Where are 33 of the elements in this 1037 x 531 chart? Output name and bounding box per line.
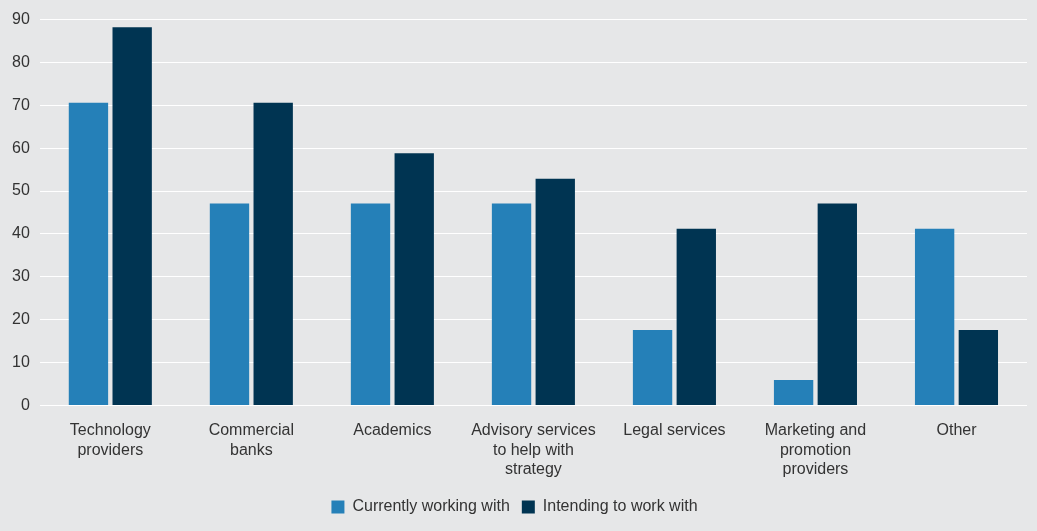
bar [209,203,250,405]
y-tick-label: 50 [12,181,30,199]
x-tick-label: Marketing and promotion providers [764,421,867,477]
x-tick-label: Commercial banks [208,421,295,458]
bar [958,329,999,405]
bar [632,329,673,405]
x-tick-label: Academics [353,421,432,439]
bar [676,228,716,405]
bar [491,203,532,405]
x-tick-label: Technology providers [69,421,151,458]
x-tick-label: Advisory services to help with strategy [471,421,596,477]
y-tick-label: 60 [12,138,30,156]
bar [914,228,955,405]
x-tick-label: Other [936,421,978,439]
y-tick-label: 90 [12,10,30,28]
x-tick-label: Legal services [623,421,726,439]
y-tick-label: 0 [20,395,30,413]
bar [68,102,109,405]
bar [394,153,434,405]
bar [112,27,152,405]
bar [253,102,293,405]
bar [535,178,575,405]
y-tick-label: 70 [12,95,30,113]
legend-label: Intending to work with [542,497,698,515]
bar [817,203,857,405]
y-tick-label: 10 [12,352,30,370]
legend-label: Currently working with [352,497,510,515]
bar [773,380,814,405]
y-tick-label: 20 [12,310,30,328]
y-tick-label: 30 [12,267,30,285]
bar [350,203,391,405]
y-tick-label: 40 [12,224,30,242]
y-tick-label: 80 [12,52,30,70]
